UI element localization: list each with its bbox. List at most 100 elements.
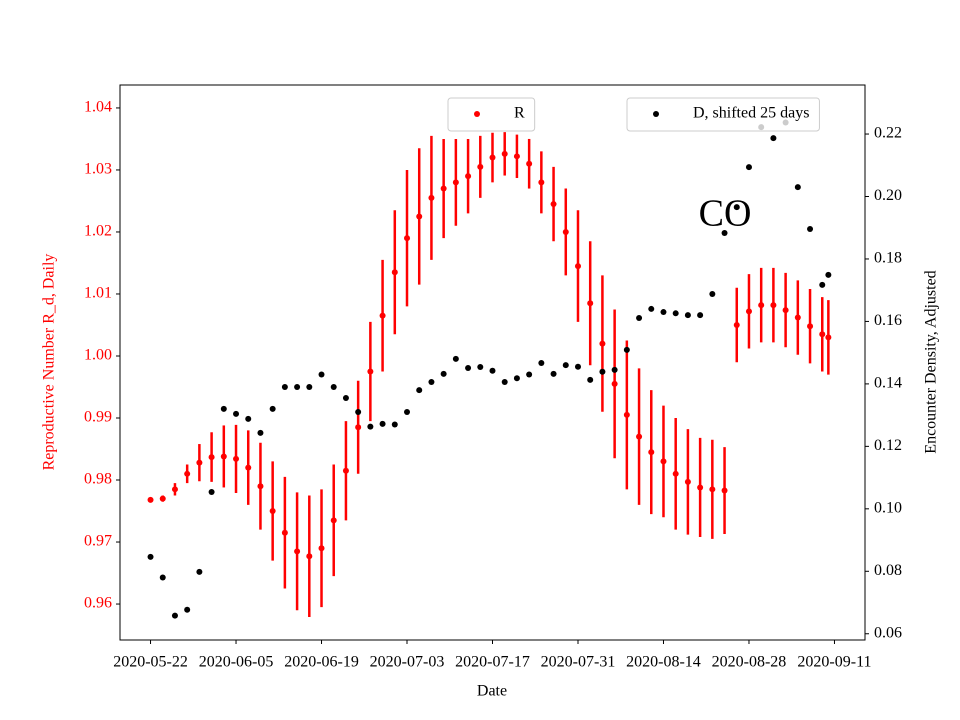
point (465, 173, 472, 180)
point (513, 375, 520, 382)
point (501, 379, 508, 386)
point (355, 409, 362, 416)
y2-axis-label: Encounter Density, Adjusted (923, 270, 940, 453)
legend: D, shifted 25 days (626, 97, 820, 132)
point (416, 387, 423, 394)
point (330, 517, 337, 524)
point (196, 459, 203, 466)
point (770, 135, 777, 142)
point (208, 454, 215, 461)
y-tick-label: 0.96 (84, 595, 112, 612)
y2-tick-label: 0.22 (874, 125, 902, 142)
point (636, 314, 643, 321)
point (440, 185, 447, 192)
point (538, 359, 545, 366)
point (745, 164, 752, 171)
point (257, 429, 264, 436)
point (294, 384, 301, 391)
point (306, 553, 313, 560)
y2-tick-label: 0.08 (874, 562, 902, 579)
point (159, 495, 166, 502)
point (672, 470, 679, 477)
point (245, 415, 252, 422)
point (233, 455, 240, 462)
point (697, 312, 704, 319)
x-tick-label: 2020-09-11 (797, 654, 871, 671)
point (281, 384, 288, 391)
y2-tick-label: 0.16 (874, 312, 902, 329)
point (440, 370, 447, 377)
point (220, 453, 227, 460)
y2-tick-label: 0.20 (874, 187, 902, 204)
point (819, 331, 826, 338)
point (184, 606, 191, 613)
point (171, 486, 178, 493)
point (599, 368, 606, 375)
point (770, 302, 777, 309)
point (404, 409, 411, 416)
point (574, 263, 581, 270)
point (794, 184, 801, 191)
point (318, 545, 325, 552)
y-axis-label: Reproductive Number R_d, Daily (41, 254, 58, 471)
point (342, 467, 349, 474)
y2-tick-label: 0.10 (874, 499, 902, 516)
point (709, 486, 716, 493)
point (721, 487, 728, 494)
point (526, 160, 533, 167)
point (574, 363, 581, 370)
legend-marker (474, 111, 480, 117)
point (269, 405, 276, 412)
point (660, 458, 667, 465)
y-tick-label: 1.02 (84, 223, 112, 240)
x-tick-label: 2020-07-31 (541, 654, 616, 671)
y2-tick-label: 0.12 (874, 437, 902, 454)
point (367, 423, 374, 430)
x-tick-label: 2020-05-22 (113, 654, 188, 671)
point (562, 228, 569, 235)
legend-label: R (514, 105, 525, 122)
point (452, 355, 459, 362)
point (355, 424, 362, 431)
y-tick-label: 1.01 (84, 285, 112, 302)
point (196, 568, 203, 575)
point (404, 235, 411, 242)
point (452, 179, 459, 186)
legend-marker (653, 111, 659, 117)
annotation: CO (699, 193, 752, 235)
point (825, 271, 832, 278)
point (538, 179, 545, 186)
point (794, 314, 801, 321)
point (807, 225, 814, 232)
point (489, 154, 496, 161)
point (281, 529, 288, 536)
y-tick-label: 0.99 (84, 409, 112, 426)
legend-box (626, 97, 820, 132)
point (709, 290, 716, 297)
legend: R (447, 97, 536, 132)
point (416, 213, 423, 220)
point (184, 470, 191, 477)
legend-label: D, shifted 25 days (693, 105, 809, 122)
y-tick-label: 0.98 (84, 471, 112, 488)
point (465, 364, 472, 371)
point (782, 307, 789, 314)
point (648, 305, 655, 312)
point (147, 496, 154, 503)
point (611, 380, 618, 387)
point (159, 574, 166, 581)
point (330, 384, 337, 391)
point (526, 371, 533, 378)
point (269, 508, 276, 515)
point (733, 321, 740, 328)
point (342, 394, 349, 401)
point (513, 153, 520, 160)
point (550, 370, 557, 377)
point (636, 433, 643, 440)
point (819, 281, 826, 288)
point (428, 194, 435, 201)
x-tick-label: 2020-08-28 (712, 654, 787, 671)
y-tick-label: 0.97 (84, 533, 112, 550)
point (611, 366, 618, 373)
